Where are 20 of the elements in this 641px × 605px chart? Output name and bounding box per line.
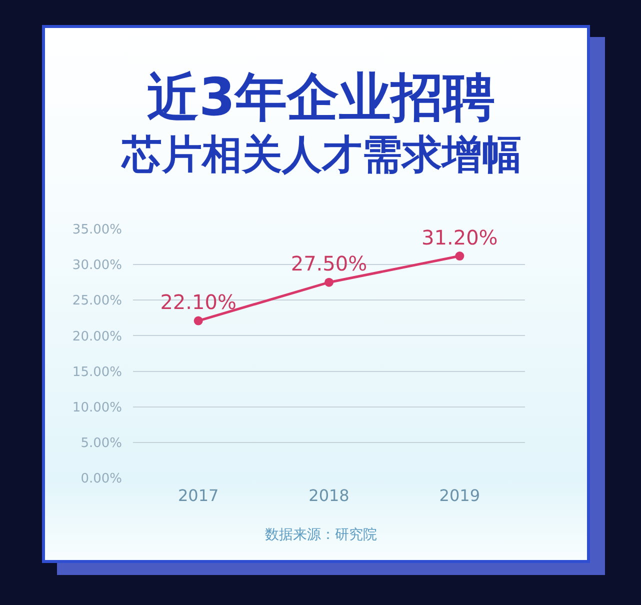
- y-tick-label: 25.00%: [72, 294, 122, 309]
- x-tick-label: 2018: [308, 486, 350, 505]
- chart-title: 近3年企业招聘: [147, 68, 496, 128]
- y-tick-label: 35.00%: [72, 222, 122, 238]
- y-tick-label: 5.00%: [80, 436, 122, 451]
- data-label: 27.50%: [290, 252, 368, 276]
- y-tick-label: 20.00%: [72, 329, 122, 344]
- y-tick-label: 30.00%: [72, 258, 122, 274]
- point: [455, 252, 464, 261]
- x-tick-label: 2019: [439, 486, 480, 505]
- chart-subtitle: 芯片相关人才需求增幅: [120, 132, 522, 178]
- y-tick-label: 0.00%: [80, 472, 122, 487]
- y-tick-label: 10.00%: [72, 400, 122, 416]
- point: [194, 316, 203, 326]
- source-note: 数据来源：研究院: [265, 527, 377, 543]
- x-tick-label: 2017: [178, 486, 219, 505]
- data-label: 31.20%: [422, 225, 498, 250]
- y-tick-label: 15.00%: [72, 364, 122, 380]
- data-label: 22.10%: [160, 290, 236, 314]
- point: [324, 278, 334, 287]
